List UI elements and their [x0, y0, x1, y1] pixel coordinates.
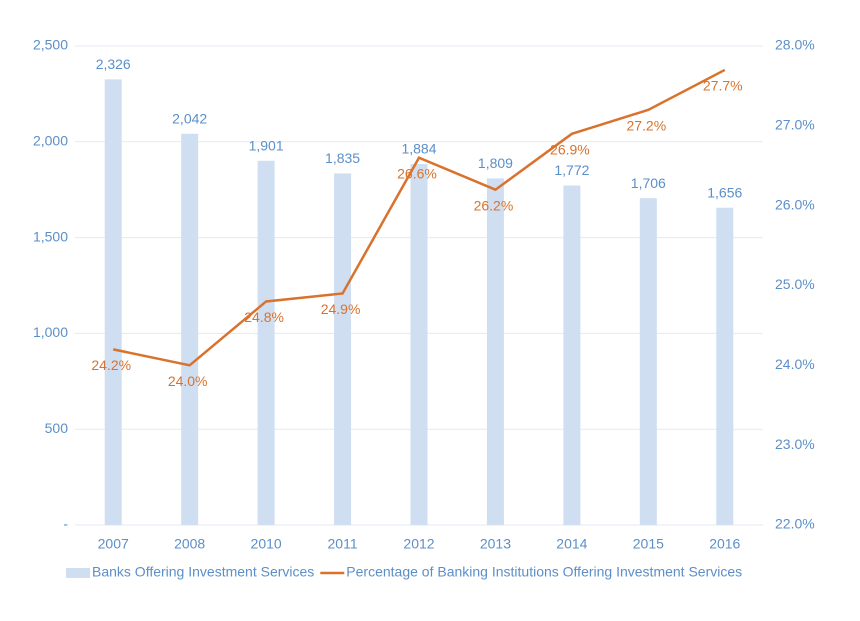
y-tick-label: 2,500: [33, 37, 68, 53]
line-value-label: 26.2%: [474, 197, 514, 213]
x-tick-label: 2014: [556, 536, 587, 552]
x-tick-label: 2016: [709, 536, 740, 552]
bar-value-label: 1,884: [401, 141, 436, 157]
y2-tick-label: 23.0%: [775, 436, 815, 452]
legend-label: Percentage of Banking Institutions Offer…: [346, 564, 742, 580]
legend-swatch: [66, 568, 90, 578]
y-tick-label: 1,500: [33, 228, 68, 244]
bar: [257, 160, 275, 525]
bar: [486, 178, 504, 525]
x-tick-label: 2008: [174, 536, 205, 552]
bar-value-label: 1,835: [325, 150, 360, 166]
bar-value-label: 1,706: [631, 175, 666, 191]
bar-value-label: 2,042: [172, 110, 207, 126]
x-tick-label: 2013: [480, 536, 511, 552]
x-tick-label: 2010: [251, 536, 282, 552]
bar-value-label: 1,772: [554, 162, 589, 178]
y2-tick-label: 25.0%: [775, 276, 815, 292]
line-value-label: 27.7%: [703, 78, 743, 94]
bar: [410, 164, 428, 525]
y2-tick-label: 26.0%: [775, 196, 815, 212]
bar: [716, 207, 734, 526]
x-tick-label: 2012: [403, 536, 434, 552]
line-value-label: 24.9%: [321, 301, 361, 317]
bar-value-label: 1,656: [707, 184, 742, 200]
line-value-label: 27.2%: [626, 118, 666, 134]
line-value-label: 24.2%: [91, 357, 131, 373]
x-tick-label: 2007: [98, 536, 129, 552]
y2-tick-label: 28.0%: [775, 37, 815, 53]
line-value-label: 24.0%: [168, 373, 208, 389]
bar: [563, 185, 581, 525]
y-tick-label: 1,000: [33, 324, 68, 340]
y-tick-label: 500: [45, 420, 69, 436]
bar-value-label: 2,326: [96, 56, 131, 72]
bar: [181, 133, 199, 525]
y2-tick-label: 27.0%: [775, 117, 815, 133]
bar: [639, 198, 657, 525]
line-value-label: 26.6%: [397, 165, 437, 181]
line-value-label: 24.8%: [244, 309, 284, 325]
y-tick-label: 2,000: [33, 133, 68, 149]
x-tick-label: 2015: [633, 536, 664, 552]
bar-value-label: 1,901: [249, 137, 284, 153]
line: [112, 68, 726, 367]
x-tick-label: 2011: [328, 536, 358, 552]
bar: [334, 173, 352, 525]
y2-tick-label: 22.0%: [775, 516, 815, 532]
legend-label: Banks Offering Investment Services: [92, 564, 314, 580]
bar-value-label: 1,809: [478, 155, 513, 171]
y2-tick-label: 24.0%: [775, 356, 815, 372]
line-value-label: 26.9%: [550, 142, 590, 158]
bar: [104, 79, 122, 525]
y-tick-label: -: [63, 516, 68, 532]
